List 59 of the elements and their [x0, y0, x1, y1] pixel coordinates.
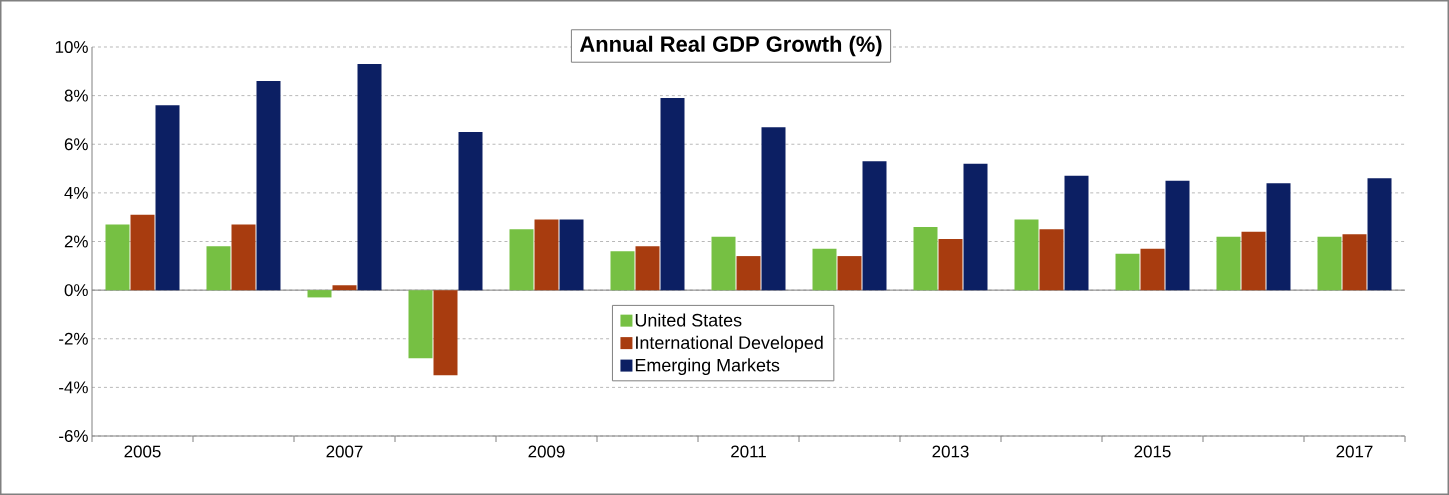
- bar: [610, 251, 635, 291]
- bar: [433, 290, 458, 376]
- bar: [862, 161, 887, 291]
- bar: [1140, 248, 1165, 291]
- bar: [105, 224, 130, 291]
- y-tick-label: 6%: [64, 138, 88, 151]
- bar: [509, 229, 534, 291]
- bar: [357, 64, 382, 291]
- bar: [1165, 180, 1190, 291]
- bar: [913, 226, 938, 291]
- legend-label: International Developed: [636, 335, 823, 353]
- chart-title: Annual Real GDP Growth (%): [579, 35, 882, 57]
- y-tick-label: 0%: [64, 284, 88, 297]
- bar: [1115, 253, 1140, 291]
- bar: [1317, 236, 1342, 291]
- bar: [1367, 178, 1392, 291]
- bar: [1014, 219, 1039, 291]
- x-tick-label: 2013: [932, 445, 969, 458]
- bar: [1266, 183, 1291, 291]
- bar: [963, 163, 988, 291]
- x-tick-label: 2005: [124, 445, 161, 458]
- bar: [130, 214, 155, 291]
- bar: [711, 236, 736, 291]
- x-tick-label: 2015: [1134, 445, 1171, 458]
- y-tick-label: 2%: [64, 235, 88, 248]
- bar: [1342, 234, 1367, 291]
- x-tick-label: 2009: [528, 445, 565, 458]
- legend-label: United States: [635, 313, 742, 327]
- y-tick-label: -6%: [59, 430, 88, 442]
- bar: [155, 105, 180, 291]
- bar: [837, 256, 862, 291]
- bar: [1216, 236, 1241, 291]
- y-tick-label: 8%: [64, 89, 88, 102]
- legend-label: Emerging Markets: [635, 358, 780, 376]
- bar: [736, 256, 761, 291]
- bar: [761, 127, 786, 291]
- bar: [458, 132, 483, 291]
- bar: [408, 290, 433, 359]
- bar: [307, 290, 332, 298]
- bar: [812, 248, 837, 291]
- x-tick-label: 2017: [1336, 445, 1373, 458]
- bar: [231, 224, 256, 291]
- bar: [559, 219, 584, 291]
- bar: [206, 246, 231, 291]
- bar: [332, 285, 357, 291]
- y-tick-label: 10%: [55, 41, 88, 53]
- bar: [256, 81, 281, 291]
- bar: [660, 98, 685, 291]
- y-tick-label: -2%: [59, 332, 88, 345]
- y-tick-label: 4%: [64, 186, 88, 199]
- y-tick-label: -4%: [59, 381, 88, 394]
- x-tick-label: 2007: [326, 445, 363, 458]
- bar: [1039, 229, 1064, 291]
- bar: [534, 219, 559, 291]
- bar: [938, 239, 963, 291]
- bar: [1064, 175, 1089, 291]
- x-tick-label: 2011: [731, 445, 766, 458]
- bar: [635, 246, 660, 291]
- bar: [1241, 231, 1266, 291]
